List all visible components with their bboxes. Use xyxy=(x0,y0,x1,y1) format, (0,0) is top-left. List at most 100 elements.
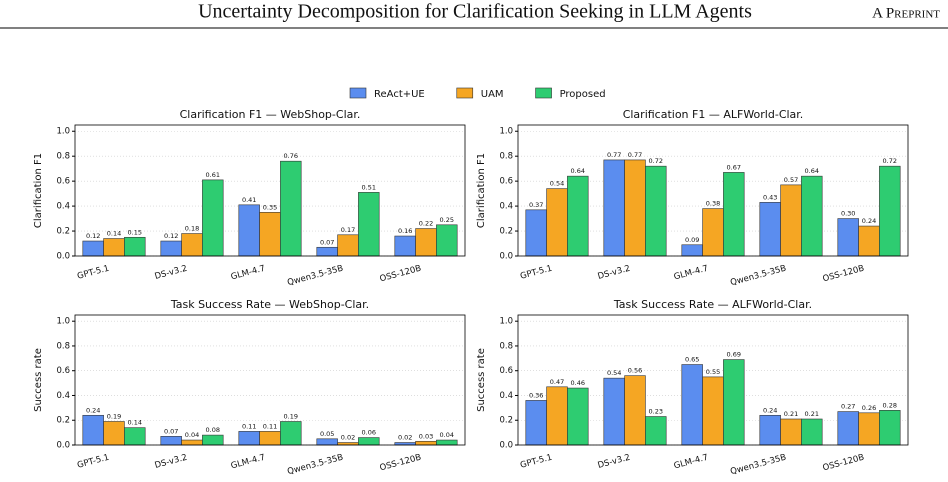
bar xyxy=(436,439,458,446)
bar xyxy=(103,421,125,446)
bar xyxy=(316,438,338,446)
y-tick-label: 0.4 xyxy=(499,391,513,401)
value-label: 0.24 xyxy=(763,406,777,414)
legend-label: ReAct+UE xyxy=(374,89,425,100)
x-tick-label: GPT-5.1 xyxy=(519,453,553,471)
value-label: 0.21 xyxy=(784,410,798,418)
value-label: 0.47 xyxy=(550,378,564,386)
value-label: 0.12 xyxy=(164,232,178,240)
bar xyxy=(436,224,458,257)
bar xyxy=(124,236,146,257)
value-label: 0.24 xyxy=(86,406,100,414)
bar xyxy=(124,427,146,446)
page-title: Uncertainty Decomposition for Clarificat… xyxy=(198,1,752,23)
y-tick-label: 1.0 xyxy=(499,317,513,327)
chart-title: Clarification F1 — WebShop-Clar. xyxy=(180,108,361,121)
value-label: 0.77 xyxy=(628,151,642,159)
value-label: 0.28 xyxy=(883,401,897,409)
value-label: 0.56 xyxy=(628,367,642,375)
value-label: 0.30 xyxy=(841,210,855,218)
bar xyxy=(624,375,646,446)
chart-title: Task Success Rate — WebShop-Clar. xyxy=(170,298,369,311)
value-label: 0.51 xyxy=(362,183,376,191)
bar xyxy=(723,172,745,257)
bar xyxy=(681,364,703,446)
x-tick-label: GLM-4.7 xyxy=(230,264,267,283)
y-tick-label: 0.0 xyxy=(499,441,513,451)
bar xyxy=(879,410,901,446)
bar xyxy=(202,179,224,257)
value-label: 0.24 xyxy=(862,217,876,225)
x-tick-label: OSS-120B xyxy=(379,453,423,474)
value-label: 0.08 xyxy=(206,426,220,434)
bar xyxy=(202,434,224,446)
x-tick-label: GLM-4.7 xyxy=(230,453,267,472)
bar xyxy=(624,159,646,257)
bar xyxy=(160,240,182,257)
bar xyxy=(181,439,203,446)
bar xyxy=(645,416,667,446)
legend-label: UAM xyxy=(481,89,504,100)
value-label: 0.46 xyxy=(571,379,585,387)
bar xyxy=(259,431,281,446)
x-tick-label: DS-v3.2 xyxy=(154,264,189,282)
bar xyxy=(415,228,437,257)
legend-label: Proposed xyxy=(560,89,606,100)
bar xyxy=(702,376,724,446)
y-axis-label: Clarification F1 xyxy=(33,153,44,228)
bar xyxy=(546,188,568,257)
value-label: 0.23 xyxy=(649,408,663,416)
x-tick-label: DS-v3.2 xyxy=(597,264,632,282)
bar xyxy=(181,233,203,257)
y-tick-label: 0.0 xyxy=(56,441,70,451)
value-label: 0.15 xyxy=(128,228,142,236)
y-tick-label: 1.0 xyxy=(56,127,70,137)
value-label: 0.77 xyxy=(607,151,621,159)
y-tick-label: 0.2 xyxy=(499,416,513,426)
value-label: 0.67 xyxy=(727,163,741,171)
y-tick-label: 0.8 xyxy=(499,152,513,162)
value-label: 0.57 xyxy=(784,176,798,184)
y-tick-label: 0.2 xyxy=(56,227,70,237)
value-label: 0.11 xyxy=(242,422,256,430)
y-tick-label: 0.6 xyxy=(56,366,70,376)
chart-title: Clarification F1 — ALFWorld-Clar. xyxy=(623,108,804,121)
x-tick-label: Qwen3.5-35B xyxy=(286,264,344,289)
x-tick-label: OSS-120B xyxy=(822,264,866,285)
value-label: 0.36 xyxy=(529,391,543,399)
page-tag: A Preprint xyxy=(872,5,940,21)
bar xyxy=(837,218,859,257)
value-label: 0.05 xyxy=(320,430,334,438)
bar xyxy=(415,440,437,446)
value-label: 0.54 xyxy=(607,369,621,377)
bar xyxy=(546,386,568,446)
x-tick-label: DS-v3.2 xyxy=(154,453,189,471)
legend-swatch xyxy=(535,87,552,99)
value-label: 0.64 xyxy=(571,167,585,175)
x-tick-label: OSS-120B xyxy=(379,264,423,285)
value-label: 0.14 xyxy=(128,419,142,427)
bar xyxy=(603,377,625,446)
y-tick-label: 1.0 xyxy=(499,127,513,137)
plot-frame xyxy=(74,124,466,257)
value-label: 0.04 xyxy=(185,431,199,439)
value-label: 0.16 xyxy=(398,227,412,235)
value-label: 0.26 xyxy=(862,404,876,412)
bar xyxy=(681,244,703,257)
value-label: 0.02 xyxy=(398,434,412,442)
bar xyxy=(702,208,724,257)
y-axis-label: Success rate xyxy=(476,348,487,412)
bar xyxy=(160,436,182,446)
value-label: 0.65 xyxy=(685,356,699,364)
bar xyxy=(316,246,338,257)
y-tick-label: 0.0 xyxy=(56,252,70,262)
value-label: 0.02 xyxy=(341,434,355,442)
value-label: 0.27 xyxy=(841,403,855,411)
y-tick-label: 1.0 xyxy=(56,317,70,327)
bar xyxy=(603,159,625,257)
x-tick-label: GLM-4.7 xyxy=(673,264,710,283)
bar xyxy=(780,418,802,446)
bar xyxy=(82,240,104,257)
value-label: 0.11 xyxy=(263,422,277,430)
bar xyxy=(358,437,380,446)
